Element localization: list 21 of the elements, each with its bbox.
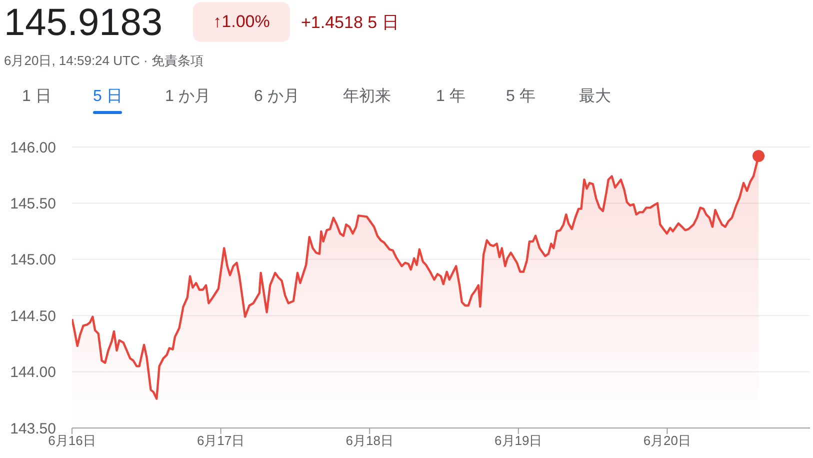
y-tick-label: 145.00 (10, 252, 56, 269)
x-tick-label: 6月17日 (196, 433, 245, 448)
x-tick-label: 6月20日 (643, 433, 692, 448)
text: 1 か月 (165, 87, 210, 107)
y-tick-label: 146.00 (10, 139, 56, 156)
text: ↑1.00% (193, 2, 290, 42)
y-tick-label: 145.50 (10, 196, 56, 213)
x-tick-label: 6月18日 (346, 433, 394, 448)
text: 5 年 (506, 87, 536, 107)
y-tick-label: 144.00 (10, 364, 56, 382)
text: 1 年 (436, 87, 466, 107)
y-tick-label: 144.50 (10, 308, 56, 325)
text: 5 日 (93, 87, 122, 107)
text: 年初来 (343, 86, 391, 107)
x-tick-label: 6月19日 (494, 433, 542, 448)
text: 最大 (579, 86, 611, 107)
text: 1 日 (22, 87, 52, 107)
text: +1.4518 5 日 (301, 12, 399, 34)
text: 6月20日, 14:59:24 UTC · 免責条項 (4, 52, 204, 70)
text: 6 か月 (254, 87, 300, 107)
chart-title: 145.9183 (4, 2, 162, 45)
